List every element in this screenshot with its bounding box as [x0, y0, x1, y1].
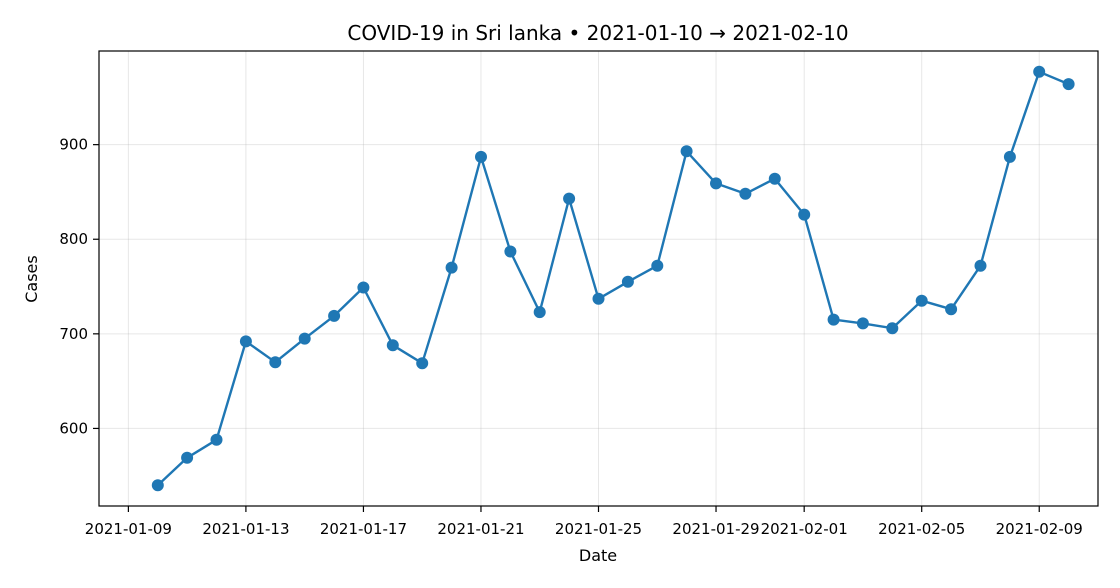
x-tick-label: 2021-01-17 — [320, 520, 407, 538]
data-point — [856, 317, 869, 330]
y-axis-label: Cases — [22, 255, 41, 303]
data-point — [298, 332, 311, 345]
data-point — [269, 356, 282, 369]
data-point — [416, 357, 429, 370]
series-layer — [151, 65, 1075, 492]
data-point — [151, 479, 164, 492]
x-tick-label: 2021-01-09 — [85, 520, 172, 538]
data-point — [768, 172, 781, 185]
x-tick-label: 2021-02-09 — [996, 520, 1083, 538]
data-point — [1003, 150, 1016, 163]
data-point — [915, 294, 928, 307]
y-tick-label: 600 — [59, 419, 88, 437]
x-tick-label: 2021-01-13 — [202, 520, 289, 538]
data-point — [181, 451, 194, 464]
data-point — [592, 292, 605, 305]
data-point — [710, 177, 722, 190]
data-point — [533, 306, 546, 319]
x-tick-label: 2021-01-25 — [555, 520, 642, 538]
data-point — [1062, 78, 1075, 91]
data-point — [798, 208, 811, 221]
data-point — [210, 433, 223, 446]
data-point — [680, 145, 693, 158]
x-tick-label: 2021-02-01 — [761, 520, 848, 538]
data-point — [504, 245, 517, 258]
y-tick-label: 700 — [59, 325, 88, 343]
y-tick-label: 900 — [59, 136, 88, 154]
x-axis-label: Date — [579, 546, 617, 565]
grid-layer — [99, 51, 1098, 506]
data-point — [328, 309, 341, 322]
data-point — [886, 322, 899, 335]
data-point — [475, 150, 487, 163]
data-point — [827, 313, 840, 326]
data-point — [974, 259, 987, 272]
plot-frame — [98, 50, 1099, 507]
data-point — [1033, 65, 1046, 78]
data-point — [739, 187, 752, 200]
data-point — [563, 192, 576, 205]
data-point — [445, 261, 458, 274]
tick-layer: 2021-01-09 2021-01-13 2021-01-17 2021-01-21… — [59, 136, 1082, 538]
y-tick-label: 800 — [59, 230, 88, 248]
data-point — [357, 281, 370, 294]
x-tick-label: 2021-02-05 — [878, 520, 965, 538]
data-point — [621, 275, 634, 288]
data-point — [386, 339, 399, 352]
data-point — [239, 335, 252, 348]
x-tick-label: 2021-01-21 — [437, 520, 524, 538]
x-tick-label: 2021-01-29 — [672, 520, 759, 538]
chart-title: COVID-19 in Sri lanka • 2021-01-10 → 202… — [347, 21, 848, 45]
series-line — [156, 70, 1070, 487]
data-point — [945, 303, 958, 316]
data-point — [651, 259, 664, 272]
